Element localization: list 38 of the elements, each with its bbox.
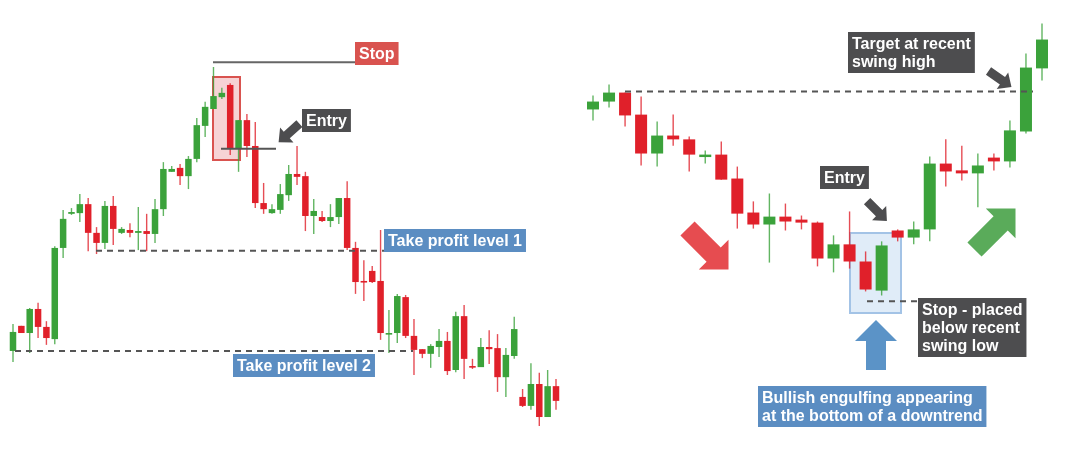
candlestick: [435, 328, 443, 358]
candlestick: [143, 213, 150, 252]
candlestick: [135, 206, 142, 251]
candlestick: [619, 91, 632, 128]
candlestick: [76, 193, 84, 223]
candlestick: [310, 198, 317, 235]
candlestick: [779, 202, 792, 232]
candlestick: [552, 378, 560, 411]
candlestick: [827, 234, 840, 274]
candlestick: [201, 101, 209, 138]
candlestick: [955, 144, 968, 182]
candlestick: [385, 309, 393, 354]
candlestick: [9, 323, 17, 363]
candlestick: [477, 337, 485, 368]
candlestick: [502, 347, 510, 398]
candlestick: [763, 192, 776, 264]
candlestick: [210, 66, 217, 110]
candlestick: [603, 83, 616, 109]
candlestick: [327, 203, 334, 228]
candlestick: [43, 320, 50, 346]
candlestick: [93, 226, 100, 255]
candlestick: [260, 182, 267, 215]
candlestick: [747, 200, 760, 230]
candlestick: [971, 152, 984, 209]
candlestick: [335, 197, 343, 225]
candlestick: [843, 210, 856, 270]
candlestick: [126, 222, 134, 238]
candlestick: [360, 259, 368, 302]
candlestick: [293, 145, 301, 186]
candlestick: [427, 343, 434, 369]
candlestick: [185, 155, 192, 190]
candlestick: [907, 220, 920, 246]
candlestick: [527, 362, 535, 411]
candlestick: [34, 302, 42, 339]
candlestick: [683, 135, 696, 173]
candlestick: [651, 120, 664, 168]
candlestick: [110, 195, 117, 246]
candlestick: [410, 318, 418, 376]
